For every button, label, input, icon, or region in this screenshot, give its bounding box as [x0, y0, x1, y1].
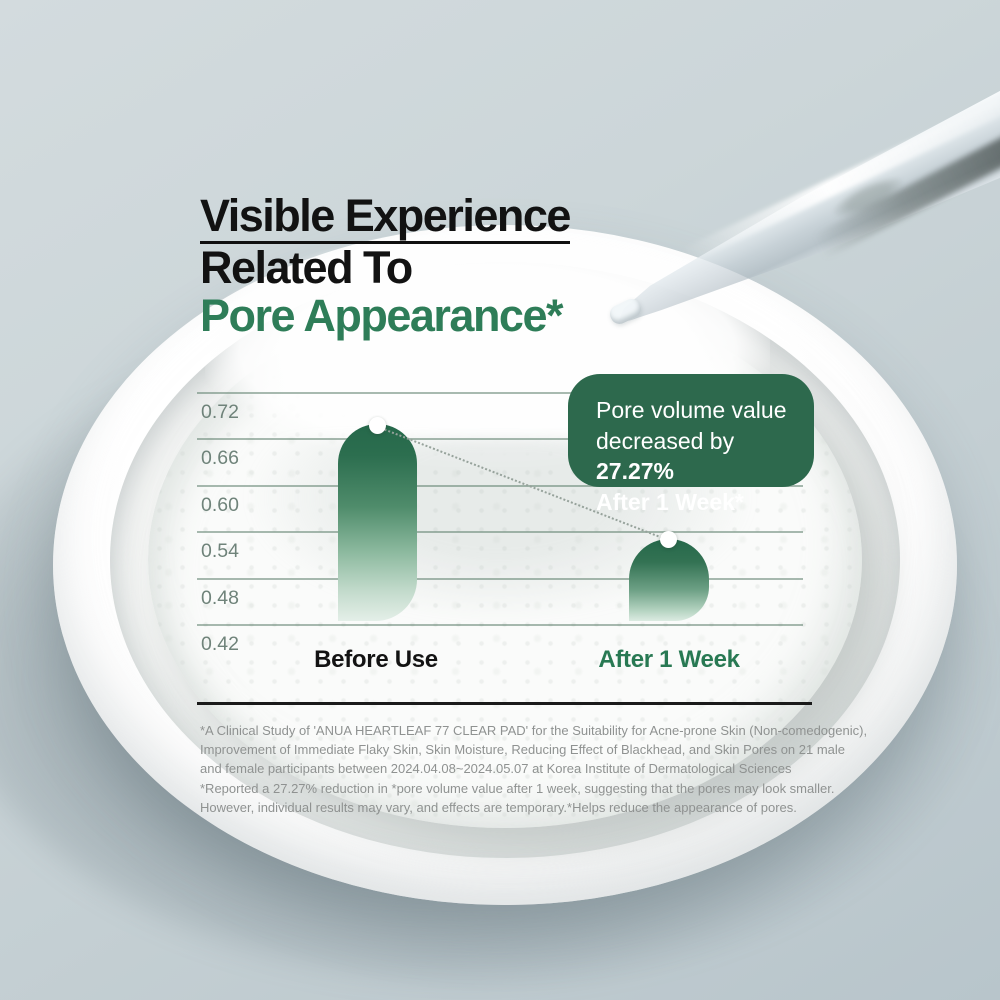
footnote-line: *A Clinical Study of 'ANUA HEARTLEAF 77 … [200, 723, 868, 738]
headline-line-1: Visible Experience [200, 192, 571, 244]
clinical-study-footnote: *A Clinical Study of 'ANUA HEARTLEAF 77 … [200, 721, 868, 817]
footnote-line: *Reported a 27.27% reduction in *pore vo… [200, 780, 835, 796]
footnote-line: However, individual results may vary, an… [200, 799, 797, 815]
headline: Visible Experience Related To Pore Appea… [200, 192, 571, 341]
y-tick-label: 0.54 [201, 540, 239, 562]
category-label-before-use: Before Use [314, 646, 438, 673]
y-tick-label: 0.42 [201, 633, 239, 655]
gridline [197, 578, 803, 580]
gridline [197, 624, 803, 626]
y-tick-label: 0.66 [201, 447, 239, 469]
category-label-after-1-week: After 1 Week [598, 646, 740, 673]
headline-line-3: Pore Appearance* [200, 290, 563, 341]
data-point-dot [660, 531, 677, 548]
gridline [197, 531, 803, 533]
y-tick-label: 0.72 [201, 401, 239, 423]
footnote-line: and female participants between 2024.04.… [200, 761, 792, 777]
callout-line-3: After 1 Week* [596, 488, 744, 515]
axis-baseline [197, 702, 812, 705]
gridline [197, 485, 803, 487]
data-point-dot [369, 417, 386, 434]
footnote-line: Improvement of Immediate Flaky Skin, Ski… [200, 742, 846, 758]
result-callout: Pore volume value decreased by 27.27% Af… [568, 374, 814, 515]
bar-before-use [338, 424, 417, 621]
headline-line-2: Related To [200, 242, 413, 293]
bar-after-1-week [629, 539, 709, 621]
gridline [197, 392, 803, 394]
gridline [197, 438, 803, 440]
y-tick-label: 0.60 [201, 494, 239, 516]
y-tick-label: 0.48 [201, 587, 239, 609]
callout-line-2: decreased by 27.27% [596, 427, 735, 485]
callout-line-1: Pore volume value [596, 397, 787, 423]
